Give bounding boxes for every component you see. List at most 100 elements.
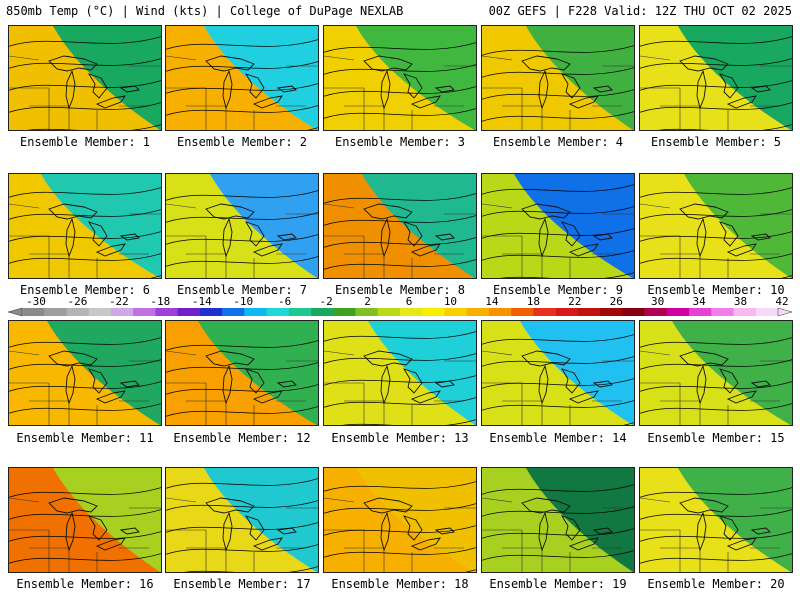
colorbar-tick-label: 18 <box>527 295 540 308</box>
colorbar-tick-label: 38 <box>734 295 747 308</box>
temperature-map <box>166 174 318 278</box>
ensemble-map-panel <box>639 173 793 279</box>
colorbar-swatch <box>288 308 312 316</box>
ensemble-map-panel <box>8 173 162 279</box>
ensemble-map-panel <box>8 320 162 426</box>
temperature-map <box>324 26 476 130</box>
ensemble-map-panel <box>481 173 635 279</box>
colorbar-tick-label: -2 <box>319 295 332 308</box>
ensemble-map-panel <box>481 467 635 573</box>
temperature-map <box>482 321 634 425</box>
ensemble-member-label: Ensemble Member: 2 <box>176 135 308 149</box>
temperature-map <box>9 321 161 425</box>
temperature-map <box>166 321 318 425</box>
temperature-map <box>166 468 318 572</box>
colorbar-tick-label: 26 <box>610 295 623 308</box>
temperature-map <box>482 468 634 572</box>
ensemble-member-label: Ensemble Member: 4 <box>492 135 624 149</box>
ensemble-map-panel <box>639 25 793 131</box>
colorbar-swatch <box>400 308 423 316</box>
temperature-map <box>640 468 792 572</box>
ensemble-map-panel <box>481 25 635 131</box>
temperature-map <box>9 26 161 130</box>
colorbar-swatch <box>110 308 134 316</box>
temperature-map <box>324 174 476 278</box>
colorbar-tick-label: 14 <box>485 295 499 308</box>
colorbar-swatch <box>622 308 645 316</box>
colorbar-swatch <box>666 308 690 316</box>
colorbar-swatch <box>711 308 734 316</box>
ensemble-member-label: Ensemble Member: 3 <box>334 135 466 149</box>
colorbar-swatch <box>155 308 178 316</box>
colorbar-swatch <box>266 308 290 316</box>
temperature-map <box>640 174 792 278</box>
colorbar-swatch <box>199 308 223 316</box>
colorbar-swatch <box>44 308 67 316</box>
ensemble-map-panel <box>8 467 162 573</box>
ensemble-map-panel <box>323 467 477 573</box>
colorbar-swatch <box>377 308 401 316</box>
colorbar-swatch <box>311 308 334 316</box>
colorbar-swatch <box>422 308 445 316</box>
ensemble-member-label: Ensemble Member: 9 <box>492 283 624 297</box>
colorbar-swatch <box>133 308 156 316</box>
ensemble-member-label: Ensemble Member: 14 <box>489 431 627 445</box>
colorbar-swatch <box>466 308 490 316</box>
colorbar-tick-label: 10 <box>444 295 457 308</box>
ensemble-map-panel <box>639 320 793 426</box>
colorbar-swatch <box>244 308 267 316</box>
colorbar-tick-label: 6 <box>406 295 413 308</box>
colorbar-swatch <box>355 308 379 316</box>
colorbar-swatch <box>600 308 623 316</box>
colorbar-tick-label: -26 <box>68 295 88 308</box>
ensemble-map-panel <box>8 25 162 131</box>
colorbar-tick-label: 42 <box>775 295 788 308</box>
colorbar-tick-label: -18 <box>150 295 170 308</box>
ensemble-member-label: Ensemble Member: 10 <box>647 283 785 297</box>
ensemble-member-label: Ensemble Member: 5 <box>650 135 782 149</box>
colorbar-swatch <box>533 308 556 316</box>
colorbar-tick-label: 22 <box>568 295 581 308</box>
colorbar-swatch <box>66 308 90 316</box>
ensemble-member-label: Ensemble Member: 11 <box>16 431 154 445</box>
chart-title: 850mb Temp (°C) | Wind (kts) | College o… <box>6 4 404 18</box>
colorbar-swatch <box>644 308 668 316</box>
ensemble-map-panel <box>323 173 477 279</box>
temperature-map <box>166 26 318 130</box>
ensemble-map-panel <box>165 467 319 573</box>
ensemble-map-panel <box>481 320 635 426</box>
ensemble-map-panel <box>323 320 477 426</box>
colorbar-tick-label: -30 <box>26 295 46 308</box>
colorbar-tick-label: -10 <box>233 295 253 308</box>
ensemble-member-label: Ensemble Member: 20 <box>647 577 785 591</box>
colorbar-swatch <box>22 308 45 316</box>
colorbar-swatch <box>577 308 601 316</box>
ensemble-map-panel <box>165 173 319 279</box>
ensemble-member-label: Ensemble Member: 6 <box>19 283 151 297</box>
colorbar-swatch <box>555 308 579 316</box>
ensemble-map-panel <box>639 467 793 573</box>
temperature-map <box>640 26 792 130</box>
ensemble-member-label: Ensemble Member: 12 <box>173 431 311 445</box>
colorbar-swatch <box>222 308 245 316</box>
colorbar-swatch <box>333 308 356 316</box>
colorbar-swatch <box>88 308 112 316</box>
temperature-map <box>324 468 476 572</box>
colorbar-swatch <box>488 308 512 316</box>
ensemble-member-label: Ensemble Member: 8 <box>334 283 466 297</box>
colorbar-swatch <box>733 308 757 316</box>
colorbar-tick-label: 30 <box>651 295 664 308</box>
ensemble-member-label: Ensemble Member: 7 <box>176 283 308 297</box>
temperature-map <box>640 321 792 425</box>
temperature-map <box>324 321 476 425</box>
colorbar-tick-label: -22 <box>109 295 129 308</box>
model-valid-time: 00Z GEFS | F228 Valid: 12Z THU OCT 02 20… <box>488 4 792 18</box>
colorbar-swatch <box>755 308 779 316</box>
ensemble-map-panel <box>323 25 477 131</box>
temperature-map <box>482 26 634 130</box>
colorbar-swatch <box>689 308 712 316</box>
ensemble-member-label: Ensemble Member: 19 <box>489 577 627 591</box>
ensemble-member-label: Ensemble Member: 18 <box>331 577 469 591</box>
ensemble-member-label: Ensemble Member: 15 <box>647 431 785 445</box>
ensemble-member-label: Ensemble Member: 16 <box>16 577 154 591</box>
